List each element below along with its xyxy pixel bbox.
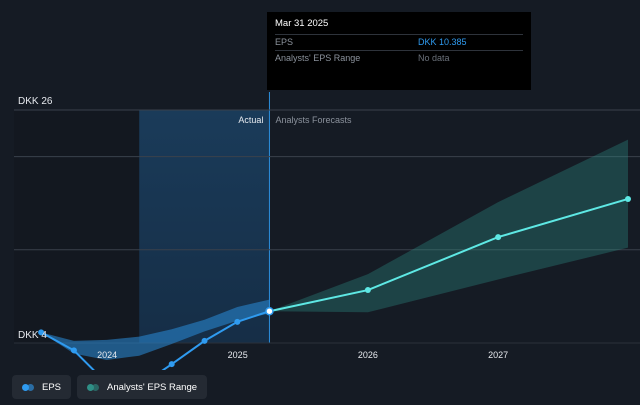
series-0-point-6 xyxy=(234,318,241,325)
series-line-1 xyxy=(269,198,629,313)
series-0-point-4 xyxy=(168,361,175,368)
range-band-1 xyxy=(269,139,628,313)
tooltip-eps-value: DKK 10.385 xyxy=(418,37,467,47)
range-legend-icon xyxy=(87,383,101,391)
tooltip-range-row: Analysts' EPS Range No data xyxy=(275,50,523,66)
legend-range-label: Analysts' EPS Range xyxy=(107,381,198,393)
series-1-point-2 xyxy=(495,234,502,241)
series-0-point-5 xyxy=(201,337,208,344)
tooltip-range-value: No data xyxy=(418,53,450,63)
highlight-region xyxy=(139,110,270,343)
series-1-point-1 xyxy=(364,287,371,294)
tooltip-eps-row: EPS DKK 10.385 xyxy=(275,34,523,50)
series-0-point-1 xyxy=(70,347,77,354)
x-tick-2027: 2027 xyxy=(488,350,508,360)
x-tick-2025: 2025 xyxy=(228,350,248,360)
legend-range-button[interactable]: Analysts' EPS Range xyxy=(77,375,208,399)
tooltip: Mar 31 2025 EPS DKK 10.385 Analysts' EPS… xyxy=(267,12,531,90)
range-band-0 xyxy=(41,299,270,360)
legend: EPS Analysts' EPS Range xyxy=(12,375,208,399)
x-tick-2026: 2026 xyxy=(358,350,378,360)
tooltip-date: Mar 31 2025 xyxy=(275,18,329,29)
series-0-point-7 xyxy=(265,306,274,316)
legend-eps-button[interactable]: EPS xyxy=(12,375,72,399)
tooltip-eps-label: EPS xyxy=(275,37,294,47)
series-line-0 xyxy=(40,310,270,370)
y-axis-top-label: DKK 26 xyxy=(18,96,53,107)
forecast-label: Analysts Forecasts xyxy=(275,115,352,125)
legend-eps-label: EPS xyxy=(42,381,62,393)
eps-legend-icon xyxy=(22,383,36,391)
series-1-point-3 xyxy=(625,195,631,202)
eps-chart: DKK 26 DKK 4 Actual Analysts Forecasts 2024 2… xyxy=(14,92,640,370)
tooltip-range-label: Analysts' EPS Range xyxy=(275,53,361,63)
actual-label: Actual xyxy=(238,115,263,125)
x-tick-2024: 2024 xyxy=(97,350,117,360)
series-0-point-0 xyxy=(38,329,45,336)
y-axis-bottom-label: DKK 4 xyxy=(18,330,47,341)
